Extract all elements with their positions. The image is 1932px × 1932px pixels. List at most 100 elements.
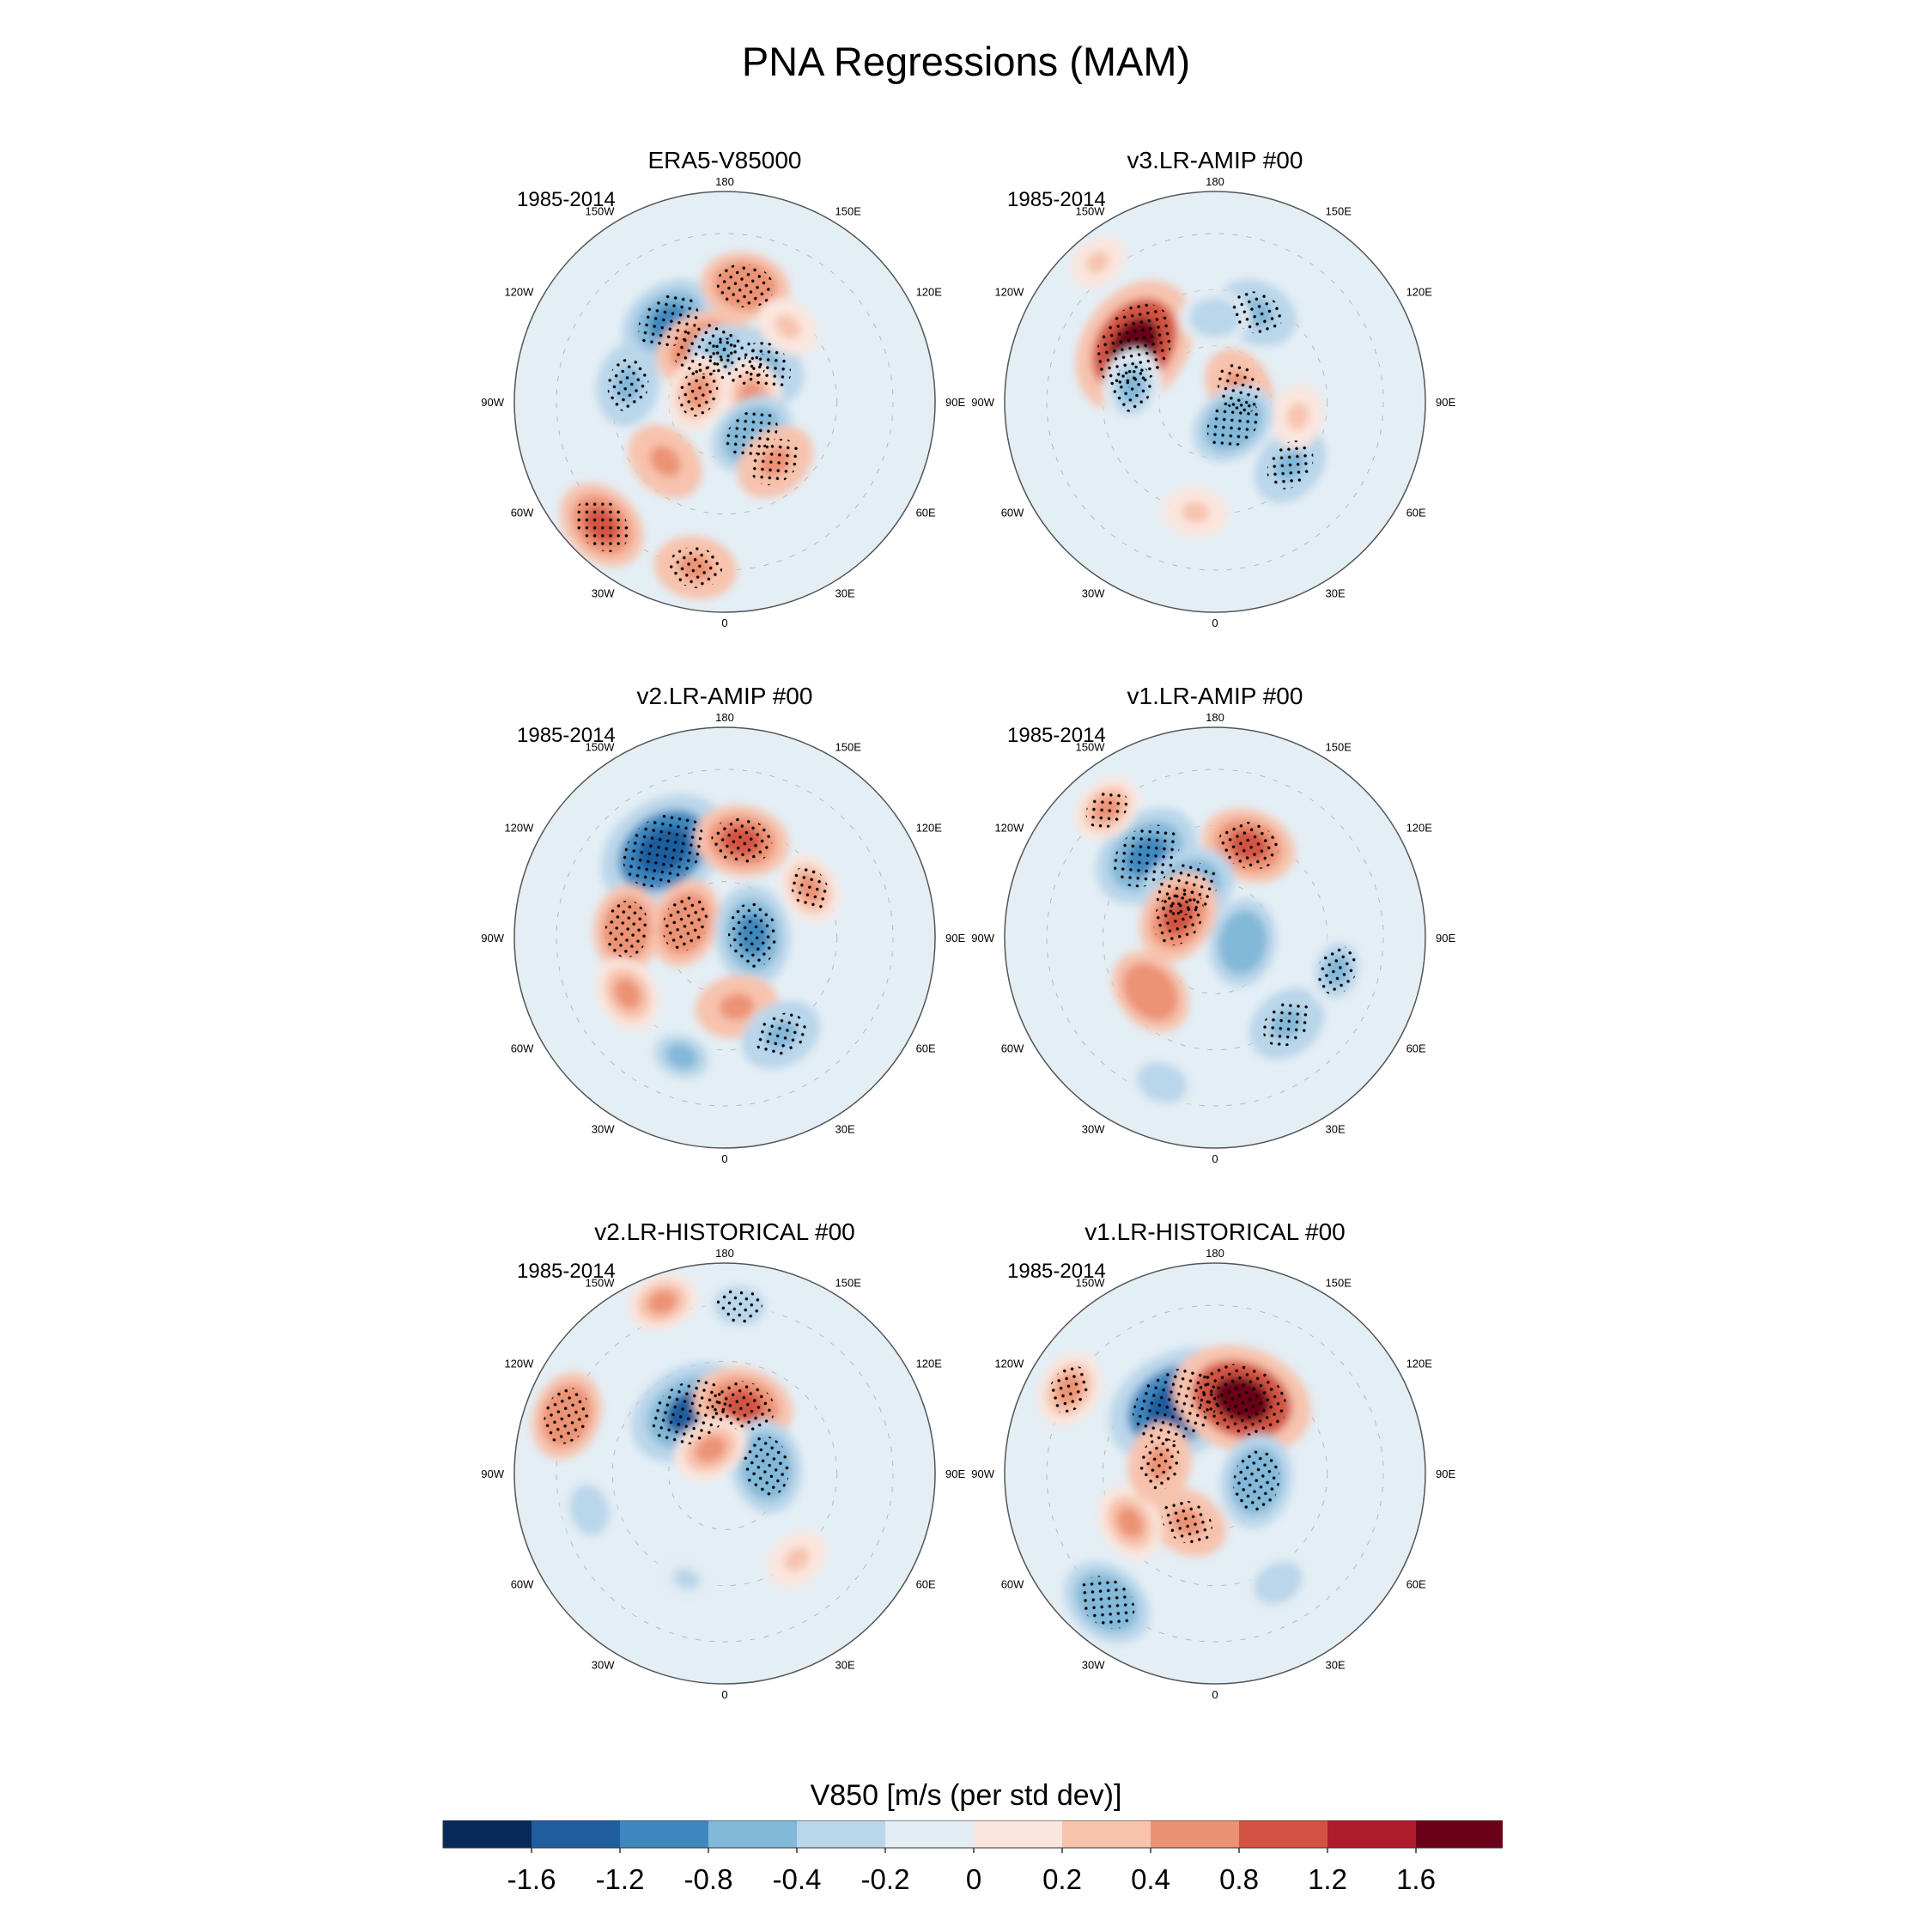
longitude-label: 30E xyxy=(1326,587,1346,600)
longitude-label: 150E xyxy=(835,204,862,217)
colorbar-tick-label: -1.2 xyxy=(596,1863,645,1895)
significance-stipple xyxy=(1233,1450,1280,1511)
figure-title: PNA Regressions (MAM) xyxy=(741,39,1191,84)
panel-title: ERA5-V85000 xyxy=(647,147,801,173)
map-boundary xyxy=(1004,1262,1426,1685)
anomaly-core xyxy=(695,1436,726,1463)
longitude-label: 60W xyxy=(1001,507,1024,519)
longitude-label: 150W xyxy=(586,740,616,753)
latitude-ring xyxy=(1102,1360,1328,1587)
longitude-label: 30W xyxy=(1082,587,1105,600)
period-label: 1985-2014 xyxy=(1007,1260,1106,1283)
significance-stipple xyxy=(710,1380,775,1431)
significance-stipple xyxy=(652,1380,728,1446)
colorbar-tick-label: 0 xyxy=(966,1863,981,1895)
map-boundary xyxy=(513,726,936,1149)
significance-stipple xyxy=(750,439,800,486)
significance-stipple xyxy=(716,1288,762,1324)
polar-map-v1-amip: v1.LR-AMIP #00 1985-2014 180 150E 120E 90E 60E… xyxy=(971,683,1455,1165)
significance-stipple xyxy=(1153,887,1204,946)
anomaly-core xyxy=(775,314,801,339)
polar-map-v2-amip: v2.LR-AMIP #00 1985-2014 180 150E 120E 90E 60E… xyxy=(481,683,965,1165)
longitude-label: 60E xyxy=(1406,507,1426,519)
longitude-label: 0 xyxy=(721,617,727,629)
latitude-ring xyxy=(1046,233,1384,571)
latitude-ring xyxy=(1046,1304,1384,1643)
significance-stipple xyxy=(1197,1364,1287,1436)
significance-stipple xyxy=(607,358,649,412)
anomaly-core xyxy=(1147,1071,1177,1095)
colorbar-tick-label: -1.6 xyxy=(507,1863,556,1895)
longitude-label: 60E xyxy=(916,1042,936,1055)
panel-title: v2.LR-AMIP #00 xyxy=(637,683,813,709)
significance-stipple xyxy=(1078,1576,1135,1629)
colorbar-segment xyxy=(1416,1820,1503,1848)
colorbar-tick-label: -0.8 xyxy=(684,1863,733,1895)
anomaly-core xyxy=(665,1043,698,1070)
significance-stipple xyxy=(755,1012,806,1057)
longitude-label: 30E xyxy=(1326,1123,1346,1136)
colorbar-segment xyxy=(974,1820,1062,1848)
anomaly-core xyxy=(1134,975,1167,1009)
significance-stipple xyxy=(662,895,708,951)
longitude-label: 60W xyxy=(511,1042,534,1055)
anomaly-core xyxy=(1287,403,1309,430)
colorbar-tick-label: -0.2 xyxy=(861,1863,910,1895)
significance-stipple xyxy=(623,813,704,888)
longitude-label: 120E xyxy=(916,822,943,835)
latitude-ring xyxy=(556,769,894,1107)
panel-title: v1.LR-AMIP #00 xyxy=(1127,683,1303,709)
anomaly-core xyxy=(1200,306,1230,330)
colorbar-tick-label: -0.4 xyxy=(773,1863,822,1895)
polar-map-era5: ERA5-V85000 1985-2014 180 150E 120E 90E 60E 30E… xyxy=(481,147,965,629)
map-panel-v3-amip: v3.LR-AMIP #00 1985-2014 180 150E 120E 90E 60E… xyxy=(971,144,1455,629)
colorbar-segment xyxy=(620,1820,708,1848)
map-panel-v2-amip: v2.LR-AMIP #00 1985-2014 180 150E 120E 90E 60E… xyxy=(481,680,965,1165)
colorbar-tick-label: 1.6 xyxy=(1396,1863,1436,1895)
significance-stipple xyxy=(1139,1437,1181,1491)
latitude-ring xyxy=(611,1360,838,1587)
longitude-label: 60E xyxy=(1406,1578,1426,1591)
longitude-label: 90W xyxy=(481,1467,504,1480)
latitude-ring xyxy=(1046,769,1384,1107)
colorbar-tick-label: 1.2 xyxy=(1308,1863,1347,1895)
significance-stipple xyxy=(1113,362,1151,412)
latitude-ring xyxy=(611,824,838,1051)
latitude-ring xyxy=(556,1304,894,1643)
longitude-label: 60W xyxy=(511,1578,534,1591)
panel-title: v2.LR-HISTORICAL #00 xyxy=(594,1218,854,1245)
longitude-label: 90W xyxy=(481,396,504,409)
longitude-label: 180 xyxy=(1206,711,1224,724)
longitude-label: 30W xyxy=(592,1659,615,1672)
longitude-label: 120W xyxy=(994,822,1024,835)
longitude-label: 150W xyxy=(1076,204,1106,217)
significance-stipple xyxy=(1206,398,1260,448)
longitude-label: 30E xyxy=(1326,1659,1346,1672)
longitude-label: 90E xyxy=(945,1467,965,1480)
longitude-label: 90W xyxy=(971,396,994,409)
anomaly-core xyxy=(784,1547,810,1572)
anomaly-core xyxy=(1182,501,1210,524)
longitude-label: 120W xyxy=(994,1358,1024,1370)
polar-map-v2-historical: v2.LR-HISTORICAL #00 1985-2014 180 150E 120E… xyxy=(481,1218,965,1701)
longitude-label: 180 xyxy=(1206,175,1224,188)
longitude-label: 0 xyxy=(1212,1688,1218,1701)
longitude-label: 60W xyxy=(1001,1578,1024,1591)
map-panel-v1-amip: v1.LR-AMIP #00 1985-2014 180 150E 120E 90E 60E… xyxy=(971,680,1455,1165)
map-background xyxy=(1005,1263,1425,1684)
significance-stipple xyxy=(1161,1499,1212,1545)
panel-title: v3.LR-AMIP #00 xyxy=(1127,147,1303,173)
longitude-label: 30W xyxy=(1082,1659,1105,1672)
significance-stipple xyxy=(1096,303,1173,388)
period-label: 1985-2014 xyxy=(517,1260,616,1283)
significance-stipple xyxy=(678,368,719,417)
longitude-label: 30E xyxy=(835,1659,855,1672)
period-label: 1985-2014 xyxy=(517,188,616,211)
polar-map-v3-amip: v3.LR-AMIP #00 1985-2014 180 150E 120E 90E 60E… xyxy=(971,147,1455,629)
significance-stipple xyxy=(1267,440,1314,489)
longitude-label: 180 xyxy=(1206,1247,1224,1260)
longitude-label: 90W xyxy=(971,932,994,945)
polar-map-v1-historical: v1.LR-HISTORICAL #00 1985-2014 180 150E 120E… xyxy=(971,1218,1455,1701)
significance-stipple xyxy=(1085,788,1128,829)
colorbar-title: V850 [m/s (per std dev)] xyxy=(810,1779,1122,1812)
